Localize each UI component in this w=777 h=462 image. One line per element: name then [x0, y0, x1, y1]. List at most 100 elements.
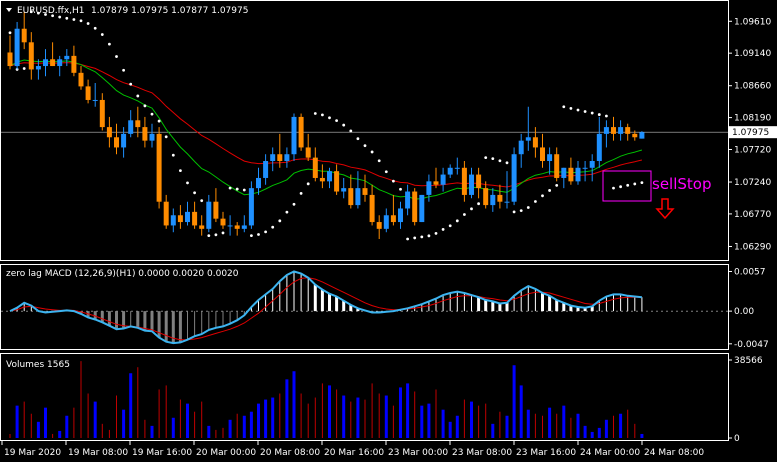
candle[interactable] — [376, 215, 382, 240]
candle[interactable] — [511, 147, 517, 206]
candle[interactable] — [312, 147, 318, 182]
candle[interactable] — [447, 164, 453, 178]
candle[interactable] — [284, 147, 290, 168]
candle[interactable] — [454, 157, 460, 175]
candle[interactable] — [327, 167, 332, 189]
candle[interactable] — [270, 147, 276, 172]
menu-triangle-icon[interactable] — [6, 8, 12, 12]
candle[interactable] — [298, 113, 304, 151]
candle[interactable] — [92, 83, 98, 107]
candle[interactable] — [85, 79, 91, 104]
candle[interactable] — [596, 116, 602, 168]
candle[interactable] — [263, 154, 269, 185]
candle[interactable] — [461, 161, 467, 202]
candle[interactable] — [341, 177, 347, 199]
candle[interactable] — [57, 55, 63, 77]
candle[interactable] — [632, 130, 638, 141]
price-panel[interactable] — [1, 10, 728, 241]
candle[interactable] — [440, 167, 446, 192]
candle[interactable] — [291, 113, 297, 162]
candle[interactable] — [114, 123, 119, 155]
candle[interactable] — [334, 164, 340, 195]
candle[interactable] — [568, 157, 574, 185]
candle[interactable] — [71, 45, 77, 77]
candle[interactable] — [383, 208, 389, 233]
candle[interactable] — [234, 222, 240, 236]
candle[interactable] — [227, 215, 233, 236]
candle[interactable] — [64, 49, 70, 67]
candle[interactable] — [575, 161, 581, 185]
candle[interactable] — [412, 188, 418, 226]
candle[interactable] — [398, 201, 403, 229]
candle[interactable] — [369, 184, 375, 226]
candle[interactable] — [170, 208, 176, 233]
candle[interactable] — [206, 194, 212, 233]
candle[interactable] — [106, 116, 112, 148]
candle[interactable] — [135, 106, 141, 138]
macd-panel[interactable] — [1, 270, 728, 345]
candle[interactable] — [476, 167, 482, 199]
candle[interactable] — [177, 205, 183, 229]
candle-body — [121, 133, 127, 148]
candle[interactable] — [405, 184, 411, 216]
candle[interactable] — [582, 161, 588, 182]
candle[interactable] — [497, 184, 503, 209]
candle[interactable] — [43, 49, 48, 77]
candle[interactable] — [561, 167, 567, 189]
candle[interactable] — [426, 174, 432, 202]
candle[interactable] — [504, 171, 510, 209]
candle[interactable] — [433, 167, 439, 189]
candle[interactable] — [419, 194, 425, 223]
sell-stop-box[interactable] — [602, 170, 652, 202]
candle[interactable] — [21, 11, 27, 50]
candle[interactable] — [213, 188, 219, 223]
candle[interactable] — [589, 154, 595, 182]
candle[interactable] — [78, 66, 84, 90]
candle[interactable] — [121, 127, 127, 158]
candle[interactable] — [14, 21, 20, 70]
candle[interactable] — [128, 110, 134, 138]
candle[interactable] — [28, 32, 34, 80]
volume-panel[interactable] — [9, 361, 644, 438]
sell-stop-annotation[interactable]: sellStop — [602, 170, 711, 220]
candle[interactable] — [99, 93, 105, 131]
candle[interactable] — [50, 42, 56, 67]
candle[interactable] — [35, 59, 41, 80]
candle[interactable] — [220, 211, 226, 229]
candle[interactable] — [319, 164, 325, 189]
candle[interactable] — [390, 194, 396, 226]
candle[interactable] — [554, 147, 560, 182]
candle[interactable] — [469, 167, 474, 199]
candle[interactable] — [603, 120, 609, 148]
candle[interactable] — [518, 133, 524, 168]
candle[interactable] — [547, 147, 553, 175]
candle[interactable] — [248, 181, 254, 229]
candle[interactable] — [618, 120, 624, 141]
candle[interactable] — [192, 201, 198, 229]
candle[interactable] — [142, 116, 148, 148]
psar-dot — [242, 188, 246, 192]
candle[interactable] — [540, 133, 545, 168]
candle[interactable] — [277, 133, 283, 168]
candle[interactable] — [199, 215, 205, 236]
candle[interactable] — [185, 201, 190, 226]
candle[interactable] — [362, 174, 368, 202]
candle[interactable] — [156, 127, 162, 209]
candle[interactable] — [625, 123, 631, 141]
candle[interactable] — [163, 194, 169, 229]
candle[interactable] — [639, 131, 645, 139]
candle[interactable] — [149, 123, 155, 148]
candle-body — [376, 222, 382, 229]
candle[interactable] — [256, 167, 261, 195]
candle[interactable] — [7, 35, 13, 70]
candle[interactable] — [348, 174, 354, 209]
candle[interactable] — [611, 116, 616, 141]
candle[interactable] — [532, 127, 538, 158]
candle[interactable] — [490, 188, 496, 212]
candle[interactable] — [483, 181, 489, 209]
candle[interactable] — [305, 133, 311, 162]
candle[interactable] — [525, 106, 531, 151]
candle[interactable] — [241, 215, 247, 233]
candle[interactable] — [355, 171, 361, 209]
